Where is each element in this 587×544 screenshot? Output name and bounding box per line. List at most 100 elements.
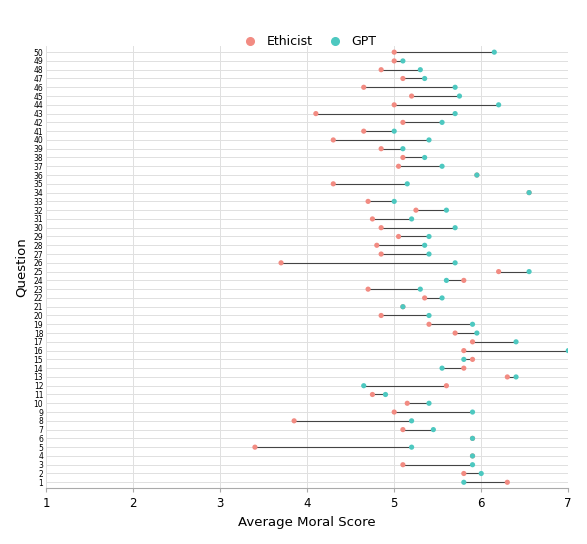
Point	[407, 214, 416, 223]
Point	[441, 276, 451, 285]
Point	[468, 460, 477, 469]
Point	[424, 135, 434, 144]
Point	[468, 452, 477, 460]
Point	[363, 285, 373, 294]
Point	[407, 92, 416, 101]
Point	[394, 232, 403, 241]
Point	[472, 329, 481, 337]
Point	[468, 452, 477, 460]
Point	[459, 346, 468, 355]
Point	[511, 337, 521, 346]
Point	[459, 364, 468, 373]
Point	[524, 188, 534, 197]
Point	[459, 478, 468, 487]
Point	[403, 399, 412, 407]
Point	[359, 381, 369, 390]
Point	[459, 276, 468, 285]
Point	[407, 443, 416, 452]
Point	[311, 109, 321, 118]
Point	[511, 373, 521, 381]
Point	[437, 364, 447, 373]
Point	[450, 329, 460, 337]
Point	[376, 311, 386, 320]
Point	[490, 48, 499, 57]
Point	[390, 197, 399, 206]
Point	[363, 197, 373, 206]
Legend: Ethicist, GPT: Ethicist, GPT	[233, 30, 382, 53]
Point	[390, 127, 399, 135]
Point	[411, 206, 421, 214]
Point	[398, 302, 407, 311]
Point	[398, 57, 407, 65]
Point	[407, 417, 416, 425]
Point	[359, 83, 369, 91]
Point	[420, 241, 429, 250]
Point	[524, 267, 534, 276]
Point	[450, 83, 460, 91]
Point	[472, 171, 481, 180]
Point	[437, 294, 447, 302]
Point	[390, 48, 399, 57]
X-axis label: Average Moral Score: Average Moral Score	[238, 516, 376, 529]
Point	[367, 390, 377, 399]
Point	[276, 258, 286, 267]
Point	[424, 399, 434, 407]
Point	[390, 101, 399, 109]
Point	[420, 153, 429, 162]
Point	[424, 311, 434, 320]
Point	[472, 171, 481, 180]
Point	[416, 65, 425, 74]
Point	[390, 57, 399, 65]
Point	[468, 355, 477, 364]
Point	[250, 443, 259, 452]
Point	[437, 118, 447, 127]
Point	[494, 267, 503, 276]
Point	[376, 224, 386, 232]
Point	[437, 162, 447, 171]
Point	[502, 373, 512, 381]
Point	[398, 425, 407, 434]
Point	[564, 346, 573, 355]
Point	[424, 320, 434, 329]
Point	[450, 224, 460, 232]
Point	[429, 425, 438, 434]
Point	[468, 320, 477, 329]
Point	[424, 232, 434, 241]
Point	[420, 294, 429, 302]
Point	[390, 407, 399, 416]
Y-axis label: Question: Question	[15, 237, 28, 297]
Point	[381, 390, 390, 399]
Point	[398, 302, 407, 311]
Point	[289, 417, 299, 425]
Point	[441, 206, 451, 214]
Point	[372, 241, 382, 250]
Point	[398, 118, 407, 127]
Point	[468, 434, 477, 443]
Point	[459, 469, 468, 478]
Point	[398, 153, 407, 162]
Point	[494, 101, 503, 109]
Point	[477, 469, 486, 478]
Point	[416, 285, 425, 294]
Point	[367, 214, 377, 223]
Point	[376, 250, 386, 258]
Point	[359, 127, 369, 135]
Point	[398, 460, 407, 469]
Point	[398, 144, 407, 153]
Point	[450, 109, 460, 118]
Point	[329, 180, 338, 188]
Point	[524, 188, 534, 197]
Point	[424, 250, 434, 258]
Point	[455, 92, 464, 101]
Point	[376, 144, 386, 153]
Point	[468, 407, 477, 416]
Point	[502, 478, 512, 487]
Point	[450, 258, 460, 267]
Point	[441, 381, 451, 390]
Point	[398, 74, 407, 83]
Point	[459, 355, 468, 364]
Point	[394, 162, 403, 171]
Point	[376, 65, 386, 74]
Point	[468, 434, 477, 443]
Point	[329, 135, 338, 144]
